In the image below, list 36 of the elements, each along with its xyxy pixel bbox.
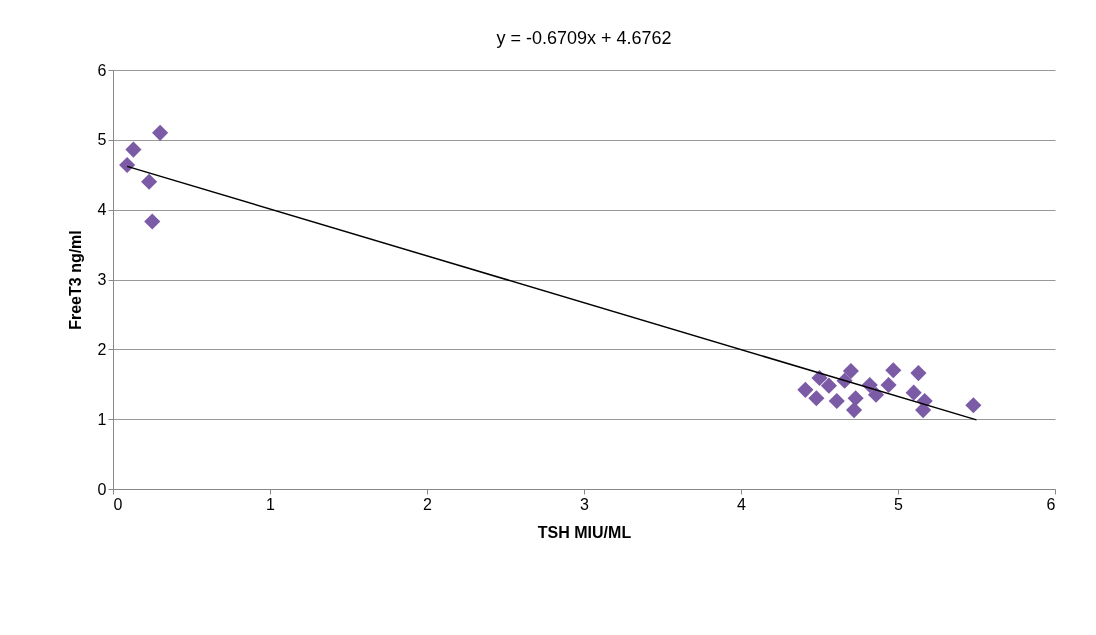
point xyxy=(885,362,902,379)
point xyxy=(910,365,927,382)
point xyxy=(811,369,828,387)
text: y = -0.6709x + 4.6762 xyxy=(496,28,672,48)
point xyxy=(847,390,864,407)
y-tick-label: 0 xyxy=(97,480,107,498)
point xyxy=(905,384,922,401)
x-tick-label: 2 xyxy=(423,495,433,513)
point xyxy=(141,173,158,190)
point xyxy=(880,376,897,394)
x-tick-label: 4 xyxy=(737,495,747,513)
point xyxy=(915,402,932,419)
y-tick-label: 5 xyxy=(97,131,107,149)
y-tick-label: 2 xyxy=(97,340,107,358)
y-tick-label: 6 xyxy=(97,61,107,79)
x-tick-label: 5 xyxy=(894,495,904,513)
y-tick-label: 4 xyxy=(97,201,107,219)
point xyxy=(125,141,142,158)
point xyxy=(828,392,845,410)
y-tick-label: 3 xyxy=(97,271,107,288)
point xyxy=(797,381,814,398)
y-tick-label: 1 xyxy=(97,410,107,428)
x-tick-label: 3 xyxy=(580,495,590,513)
point xyxy=(808,390,825,407)
point xyxy=(152,124,169,141)
x-tick-label: 6 xyxy=(1046,495,1056,513)
y-axis-title: FreeT3 ng/ml xyxy=(66,230,84,330)
x-tick-label: 0 xyxy=(113,495,123,513)
x-tick-label: 1 xyxy=(266,495,276,513)
x-axis-title: TSH MIU/ML xyxy=(537,523,632,541)
point xyxy=(965,397,982,414)
point xyxy=(842,362,859,380)
point xyxy=(144,213,161,230)
point xyxy=(119,156,136,174)
point xyxy=(845,402,863,419)
point xyxy=(820,377,837,394)
